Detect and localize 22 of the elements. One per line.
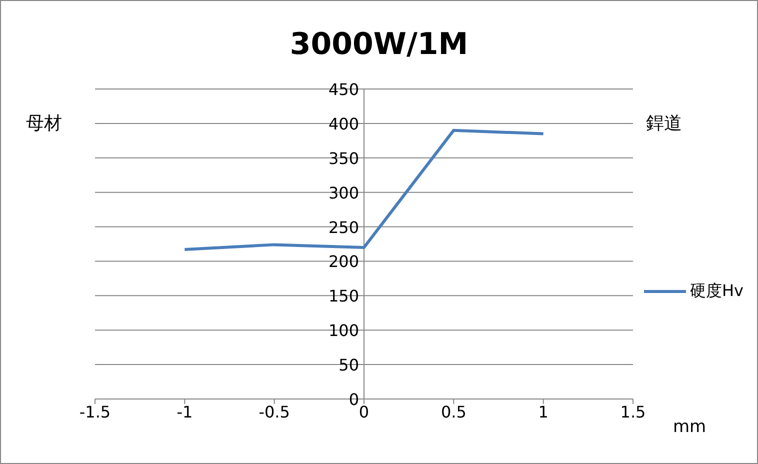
x-tick-label: -1.5 xyxy=(79,402,111,422)
x-tick-label: 0.5 xyxy=(440,402,466,422)
text: 母材 xyxy=(26,112,62,135)
y-tick-label: 0 xyxy=(348,390,359,409)
x-tick-label: -1 xyxy=(176,402,193,422)
x-tick-label: -0.5 xyxy=(258,402,290,422)
y-tick-label: 200 xyxy=(328,252,359,272)
text: mm xyxy=(673,417,706,437)
y-tick-label: 250 xyxy=(328,218,359,237)
x-tick-label: 1.5 xyxy=(620,402,646,422)
line-series xyxy=(183,128,545,252)
x-tick-label: 1 xyxy=(538,402,548,422)
y-tick-label: 300 xyxy=(328,183,359,202)
chart-title: 3000W/1M xyxy=(288,27,470,62)
y-tick-label: 400 xyxy=(328,114,359,134)
y-tick-label: 100 xyxy=(328,321,359,340)
text: 銲道 xyxy=(646,112,682,135)
y-tick-label: 350 xyxy=(328,148,359,168)
y-tick-label: 150 xyxy=(328,286,359,306)
legend-label: 硬度Hv xyxy=(690,281,744,302)
y-tick-label: 450 xyxy=(328,80,359,99)
y-tick-label: 50 xyxy=(338,356,359,375)
